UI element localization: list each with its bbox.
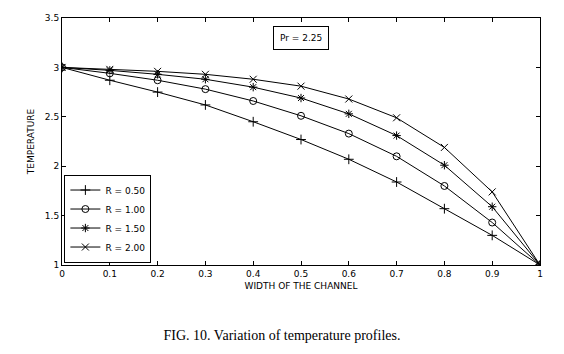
svg-text:0.4: 0.4 xyxy=(246,269,261,279)
svg-text:0.7: 0.7 xyxy=(389,269,403,279)
svg-text:R = 1.00: R = 1.00 xyxy=(105,205,145,215)
svg-text:0.2: 0.2 xyxy=(150,269,164,279)
svg-text:0.5: 0.5 xyxy=(294,269,308,279)
svg-text:TEMPERATURE: TEMPERATURE xyxy=(26,108,36,175)
svg-text:1: 1 xyxy=(53,260,59,270)
svg-text:0: 0 xyxy=(59,269,65,279)
svg-text:0.6: 0.6 xyxy=(342,269,357,279)
svg-text:R = 2.00: R = 2.00 xyxy=(105,243,145,253)
svg-text:R = 0.50: R = 0.50 xyxy=(105,186,145,196)
svg-text:0.8: 0.8 xyxy=(437,269,452,279)
svg-text:0.3: 0.3 xyxy=(198,269,212,279)
svg-text:1: 1 xyxy=(537,269,543,279)
svg-text:0.1: 0.1 xyxy=(103,269,117,279)
svg-text:2: 2 xyxy=(53,161,59,171)
svg-text:3: 3 xyxy=(53,63,59,73)
svg-text:2.5: 2.5 xyxy=(45,112,59,122)
svg-text:1.5: 1.5 xyxy=(45,211,59,221)
svg-text:Pr = 2.25: Pr = 2.25 xyxy=(280,33,322,43)
svg-text:0.9: 0.9 xyxy=(485,269,500,279)
svg-text:FIG. 10. Variation of temperat: FIG. 10. Variation of temperature profil… xyxy=(164,328,401,343)
svg-text:3.5: 3.5 xyxy=(45,13,59,23)
svg-text:R = 1.50: R = 1.50 xyxy=(105,224,145,234)
svg-text:WIDTH OF THE CHANNEL: WIDTH OF THE CHANNEL xyxy=(245,281,358,291)
